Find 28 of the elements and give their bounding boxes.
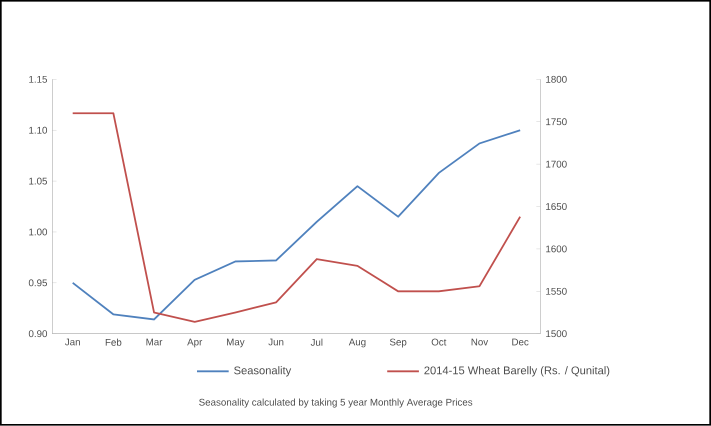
y2-tick-label: 1650 [546, 203, 567, 210]
y-tick-label: 0.95 [28, 280, 48, 286]
x-tick-label: Aug [348, 338, 366, 348]
x-tick-label: Jan [64, 338, 80, 346]
x-tick-label: Dec [512, 338, 529, 346]
x-tick-label: Jun [268, 338, 284, 346]
y2-tick-label: 1600 [546, 246, 567, 253]
x-tick-label: Oct [432, 338, 446, 346]
y-tick-label: 1.00 [29, 228, 48, 236]
x-tick-label: Apr [187, 338, 202, 348]
x-tick-label: Nov [472, 338, 488, 346]
legend-label: 2014-15 Wheat Barelly (Rs. / Qunital) [424, 366, 610, 377]
y2-tick-label: 1750 [546, 118, 567, 126]
y2-tick-label: 1500 [546, 330, 567, 338]
text: Seasonality calculated by taking 5 year Monthly Average Prices [199, 398, 472, 408]
y-tick-label: 1.15 [29, 76, 48, 83]
y2-tick-label: 1800 [546, 76, 567, 83]
x-tick-label: Jul [310, 338, 322, 346]
x-tick-label: Mar [146, 338, 162, 346]
y-tick-label: 1.10 [29, 126, 48, 134]
y-tick-label: 0.90 [28, 330, 48, 338]
x-tick-label: Feb [106, 338, 122, 346]
x-tick-label: May [227, 338, 245, 348]
legend-label: Seasonality [234, 366, 292, 377]
x-tick-label: Sep [390, 338, 406, 348]
y2-tick-label: 1700 [546, 160, 567, 168]
y-tick-label: 1.05 [29, 178, 48, 185]
y2-tick-label: 1550 [546, 288, 567, 295]
